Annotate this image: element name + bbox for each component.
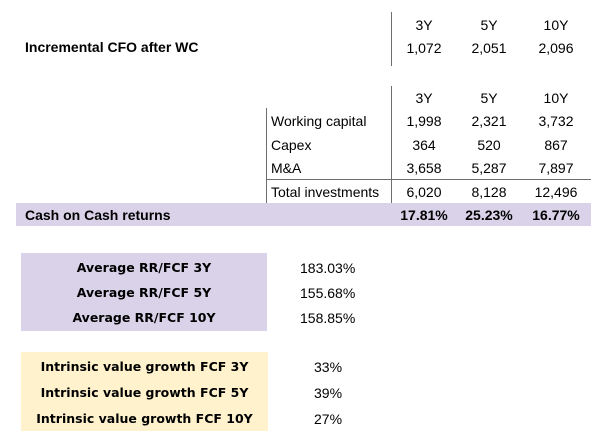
inv-header-5y: 5Y — [480, 90, 498, 106]
intrinsic-growth-box — [21, 352, 268, 431]
inv-row-value: 3,658 — [406, 160, 442, 176]
inv-row-value: 364 — [412, 137, 436, 153]
intrinsic-label-10y: Intrinsic value growth FCF 10Y — [36, 411, 253, 426]
total-rule — [266, 179, 591, 180]
cfo-label: Incremental CFO after WC — [25, 39, 199, 55]
cash-on-cash-5y: 25.23% — [465, 207, 513, 223]
cash-on-cash-band — [16, 203, 591, 226]
inv-row-label: Working capital — [271, 113, 367, 129]
inv-row-value: 3,732 — [538, 113, 574, 129]
intrinsic-value-10y: 27% — [314, 411, 343, 427]
cfo-table-left-rule — [391, 12, 392, 66]
avg-rr-label-10y: Average RR/FCF 10Y — [72, 310, 216, 325]
avg-rr-value-10y: 158.85% — [300, 310, 356, 326]
cfo-header-10y: 10Y — [543, 17, 569, 33]
inv-header-3y: 3Y — [415, 90, 433, 106]
inv-row-value: 1,998 — [406, 113, 442, 129]
inv-row-value: 520 — [477, 137, 501, 153]
total-value-3y: 6,020 — [406, 184, 442, 200]
intrinsic-label-5y: Intrinsic value growth FCF 5Y — [40, 385, 249, 400]
labels-left-rule — [266, 108, 267, 203]
cfo-value-5y: 2,051 — [471, 40, 507, 56]
inv-row-value: 7,897 — [538, 160, 574, 176]
intrinsic-label-3y: Intrinsic value growth FCF 3Y — [40, 359, 249, 374]
avg-rr-value-5y: 155.68% — [300, 285, 356, 301]
cfo-value-3y: 1,072 — [406, 40, 442, 56]
inv-header-10y: 10Y — [543, 90, 569, 106]
inv-table-left-rule — [391, 86, 392, 203]
inv-row-value: 5,287 — [471, 160, 507, 176]
cash-on-cash-10y: 16.77% — [532, 207, 580, 223]
cfo-value-10y: 2,096 — [538, 40, 574, 56]
avg-rr-label-5y: Average RR/FCF 5Y — [76, 285, 212, 300]
cash-on-cash-label: Cash on Cash returns — [25, 207, 171, 223]
cfo-header-3y: 3Y — [415, 17, 433, 33]
inv-row-value: 867 — [544, 137, 568, 153]
average-rr-box — [21, 253, 267, 331]
inv-row-label: M&A — [271, 160, 302, 176]
inv-row-value: 2,321 — [471, 113, 507, 129]
cash-on-cash-3y: 17.81% — [400, 207, 448, 223]
cfo-header-5y: 5Y — [480, 17, 498, 33]
total-value-10y: 12,496 — [534, 184, 578, 200]
avg-rr-label-3y: Average RR/FCF 3Y — [76, 260, 212, 275]
avg-rr-value-3y: 183.03% — [300, 260, 356, 276]
intrinsic-value-3y: 33% — [314, 359, 343, 375]
total-label: Total investments — [271, 184, 380, 200]
inv-row-label: Capex — [271, 137, 312, 153]
total-value-5y: 8,128 — [471, 184, 507, 200]
intrinsic-value-5y: 39% — [314, 385, 343, 401]
